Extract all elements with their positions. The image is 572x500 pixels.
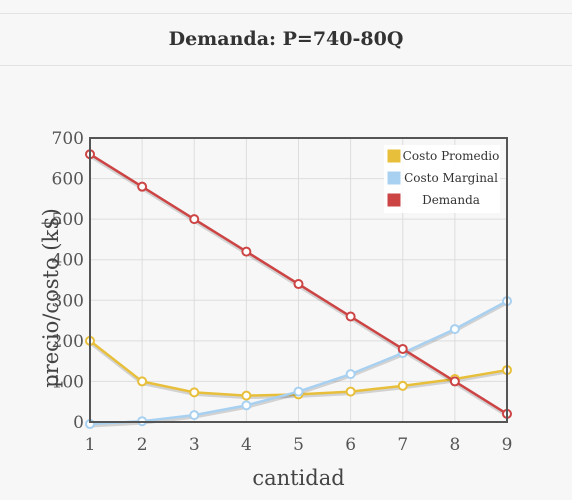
legend-label-demanda[interactable]: Demanda — [422, 193, 480, 207]
chart-series — [85, 149, 512, 430]
y-axis-label: precio/costo (k$) — [39, 208, 63, 388]
x-tick-label: 8 — [449, 435, 460, 455]
y-tick-label: 300 — [52, 291, 84, 311]
legend-background — [384, 145, 500, 213]
demanda-point — [189, 214, 200, 225]
page-title: Demanda: P=740-80Q — [168, 28, 404, 50]
legend-swatch-demanda[interactable] — [386, 192, 402, 208]
x-axis-label: cantidad — [252, 466, 344, 490]
costo-promedio-point — [241, 390, 252, 401]
plot-frame — [89, 137, 508, 423]
costo-marginal-point — [293, 386, 304, 397]
y-tick-label: 700 — [52, 129, 84, 149]
y-axis-ticks: 0 100 200 300 400 500 600 700 — [52, 129, 84, 433]
legend-label-costo-marginal[interactable]: Costo Marginal — [404, 171, 498, 185]
y-tick-label: 400 — [52, 251, 84, 271]
costo-marginal-point — [345, 369, 356, 380]
costo-promedio-point — [345, 386, 356, 397]
y-tick-label: 600 — [52, 170, 84, 190]
x-tick-label: 9 — [502, 435, 513, 455]
demanda-point — [241, 246, 252, 257]
chart-legend[interactable]: Costo Promedio Costo Marginal Demanda — [384, 145, 500, 213]
y-tick-label: 200 — [52, 332, 84, 352]
costo-promedio-point — [189, 387, 200, 398]
x-tick-label: 2 — [137, 435, 148, 455]
y-tick-label: 100 — [52, 372, 84, 392]
x-tick-label: 1 — [85, 435, 96, 455]
demanda-point — [397, 343, 408, 354]
legend-swatch-costo-promedio[interactable] — [386, 148, 402, 164]
demanda-point — [293, 279, 304, 290]
x-tick-label: 4 — [241, 435, 252, 455]
costo-promedio-point — [137, 376, 148, 387]
demanda-point — [137, 181, 148, 192]
x-tick-label: 6 — [345, 435, 356, 455]
costo-marginal-point — [241, 400, 252, 411]
x-tick-label: 5 — [293, 435, 304, 455]
y-tick-label: 500 — [52, 210, 84, 230]
costo-promedio-point — [397, 380, 408, 391]
x-tick-label: 7 — [397, 435, 408, 455]
page-header: Demanda: P=740-80Q — [0, 13, 572, 66]
x-axis-ticks: 1 2 3 4 5 6 7 8 9 — [85, 435, 513, 455]
legend-label-costo-promedio[interactable]: Costo Promedio — [403, 149, 500, 163]
costo-marginal-point — [189, 410, 200, 421]
x-tick-label: 3 — [189, 435, 200, 455]
legend-swatch-costo-marginal[interactable] — [386, 170, 402, 186]
demanda-point — [345, 311, 356, 322]
costo-marginal-point — [449, 324, 460, 335]
y-tick-label: 0 — [73, 413, 84, 433]
demanda-point — [449, 376, 460, 387]
